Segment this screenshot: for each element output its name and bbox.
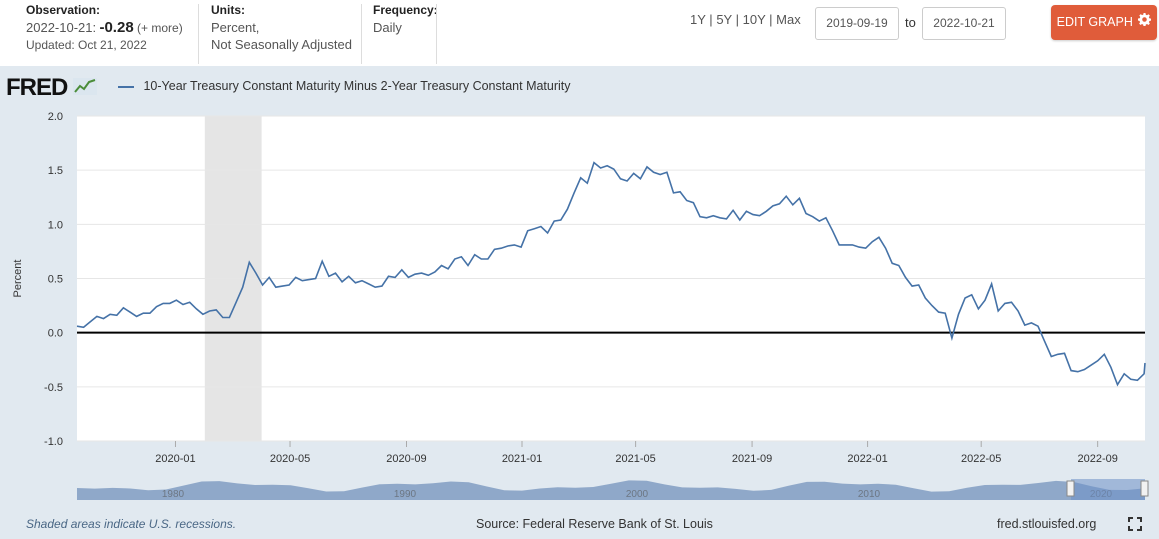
legend-swatch [118, 85, 134, 88]
frequency-block: Frequency: Daily [373, 2, 438, 36]
fullscreen-icon[interactable] [1128, 517, 1142, 531]
y-axis-label: Percent [12, 260, 24, 298]
frequency-value: Daily [373, 20, 402, 35]
start-date-input[interactable]: 2019-09-19 [815, 7, 899, 40]
source-note: Source: Federal Reserve Bank of St. Loui… [476, 517, 713, 531]
y-tick-label: 0.5 [48, 274, 63, 286]
range-separator: | [735, 12, 739, 27]
x-tick-label: 2022-09 [1077, 453, 1117, 465]
y-tick-label: 2.0 [48, 111, 63, 123]
x-tick-label: 2020-01 [155, 453, 195, 465]
x-tick-label: 2021-09 [732, 453, 772, 465]
observation-block: Observation: 2022-10-21: -0.28 (+ more) … [26, 2, 183, 54]
updated-date: Updated: Oct 21, 2022 [26, 38, 147, 52]
observation-value: -0.28 [99, 19, 134, 36]
fred-logo-text: FRED [6, 74, 68, 101]
x-tick-label: 2020-05 [270, 453, 310, 465]
navigator-handle-left[interactable] [1066, 480, 1075, 497]
range-separator: | [709, 12, 713, 27]
end-date-input[interactable]: 2022-10-21 [922, 7, 1006, 40]
observation-label: Observation: [26, 3, 101, 17]
logo-chart-icon [73, 75, 98, 103]
navigator-year-label: 2010 [858, 489, 881, 500]
chart-legend[interactable]: 10-Year Treasury Constant Maturity Minus… [118, 79, 571, 93]
navigator-year-label: 1990 [394, 489, 417, 500]
range-selector: 1Y | 5Y | 10Y | Max [690, 12, 801, 27]
recession-note: Shaded areas indicate U.S. recessions. [26, 517, 237, 531]
range-separator: | [769, 12, 773, 27]
range-5y-button[interactable]: 5Y [716, 12, 732, 27]
x-tick-label: 2021-05 [615, 453, 655, 465]
units-block: Units: Percent, Not Seasonally Adjusted [211, 2, 352, 53]
y-tick-label: 1.0 [48, 219, 63, 231]
frequency-label: Frequency: [373, 3, 438, 17]
navigator-year-label: 1980 [162, 489, 185, 500]
edit-graph-label: EDIT GRAPH [1056, 15, 1133, 29]
x-tick-label: 2022-05 [961, 453, 1001, 465]
range-max-button[interactable]: Max [776, 12, 801, 27]
units-label: Units: [211, 3, 245, 17]
navigator-year-label: 2000 [626, 489, 649, 500]
navigator-handle-right[interactable] [1140, 480, 1149, 497]
x-tick-label: 2021-01 [502, 453, 542, 465]
units-value-line2: Not Seasonally Adjusted [211, 37, 352, 52]
units-value-line1: Percent, [211, 20, 260, 35]
y-tick-label: 0.0 [48, 328, 63, 340]
header-divider [361, 4, 362, 64]
navigator-selection [1071, 479, 1145, 500]
y-tick-label: -1.0 [44, 436, 63, 448]
series-line [76, 161, 1146, 387]
legend-series-label: 10-Year Treasury Constant Maturity Minus… [143, 79, 571, 93]
observation-date: 2022-10-21: [26, 20, 97, 35]
to-label: to [905, 15, 916, 30]
x-tick-label: 2022-01 [847, 453, 887, 465]
navigator-area [77, 480, 1145, 500]
fred-url-link[interactable]: fred.stlouisfed.org [997, 517, 1097, 531]
fred-logo[interactable]: FRED [6, 74, 98, 103]
y-tick-label: -0.5 [44, 382, 63, 394]
range-10y-button[interactable]: 10Y [742, 12, 766, 27]
header-divider [198, 4, 199, 64]
header-bar: Observation: 2022-10-21: -0.28 (+ more) … [0, 0, 1159, 66]
edit-graph-button[interactable]: EDIT GRAPH [1051, 5, 1157, 40]
y-tick-label: 1.5 [48, 165, 63, 177]
range-1y-button[interactable]: 1Y [690, 12, 706, 27]
observation-more-link[interactable]: (+ more) [137, 21, 183, 35]
header-divider [436, 4, 437, 64]
x-tick-label: 2020-09 [386, 453, 426, 465]
gear-icon [1138, 5, 1152, 40]
